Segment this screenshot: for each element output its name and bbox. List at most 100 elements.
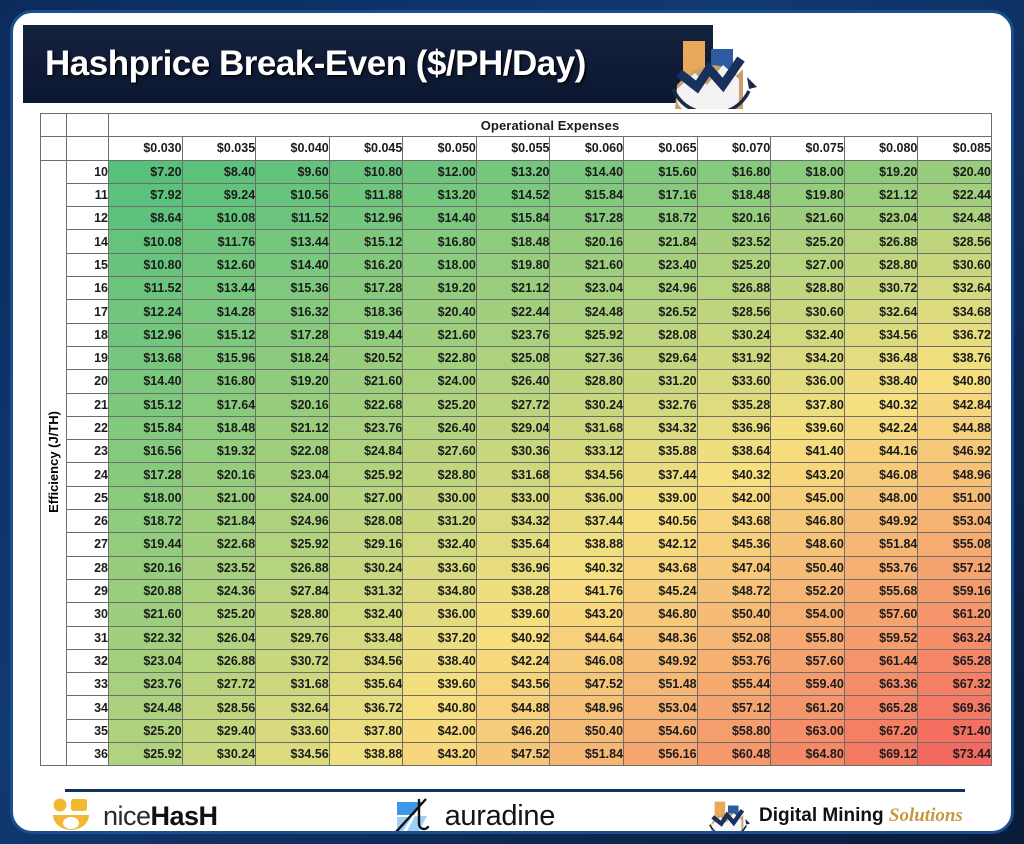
cell-r21-c$0.035: $17.64 [181,392,257,417]
row-header-efficiency-28: 28 [66,555,109,580]
cell-r28-c$0.035: $23.52 [181,555,257,580]
cell-r31-c$0.045: $33.48 [328,625,404,650]
cell-r22-c$0.070: $36.96 [696,415,772,441]
cell-r35-c$0.070: $58.80 [696,718,772,744]
row-header-efficiency-33: 33 [66,672,109,697]
cell-r31-c$0.070: $52.08 [696,625,772,650]
table-row: Efficiency (J/TH) 10 $7.20 $8.40 $9.60 $10.80… [40,159,992,767]
table-row: 20 $14.40 $16.80 $19.20 $21.60 $24.00 $26.40 $2… [41,369,992,394]
column-header-opex-3: $0.045 [328,136,404,161]
cell-r22-c$0.050: $26.40 [402,415,477,441]
cell-r31-c$0.060: $44.64 [549,625,625,650]
cell-r36-c$0.085: $73.44 [917,742,992,767]
cell-r22-c$0.065: $34.32 [623,415,698,441]
table-row: 24 $17.28 $20.16 $23.04 $25.92 $28.80 $31.68 $3… [41,462,992,487]
cell-r30-c$0.075: $54.00 [770,602,845,627]
cell-r16-c$0.080: $30.72 [843,276,919,301]
cell-r12-c$0.075: $21.60 [770,206,845,231]
nicehash-wordmark: niceHasH [103,801,218,832]
cell-r31-c$0.065: $48.36 [623,625,698,650]
cell-r33-c$0.055: $43.56 [475,672,551,697]
cell-r33-c$0.030: $23.76 [108,672,183,697]
cell-r23-c$0.030: $16.56 [108,439,183,464]
cell-r16-c$0.045: $17.28 [328,276,404,301]
cell-r31-c$0.075: $55.80 [770,625,845,650]
cell-r12-c$0.065: $18.72 [623,206,698,231]
cell-r29-c$0.040: $27.84 [255,578,330,604]
cell-r16-c$0.030: $11.52 [108,276,183,301]
cell-r29-c$0.045: $31.32 [328,578,404,604]
cell-r28-c$0.080: $53.76 [843,555,919,580]
cell-r35-c$0.065: $54.60 [623,718,698,744]
cell-r32-c$0.075: $57.60 [770,648,845,674]
table-row: 27 $19.44 $22.68 $25.92 $29.16 $32.40 $35.64 $3… [41,532,992,557]
cell-r32-c$0.040: $30.72 [255,648,330,674]
cell-r34-c$0.070: $57.12 [696,695,772,720]
table-row: 19 $13.68 $15.96 $18.24 $20.52 $22.80 $25.08 $2… [41,345,992,371]
row-header-efficiency-24: 24 [66,462,109,487]
cell-r35-c$0.045: $37.80 [328,718,404,744]
cell-r19-c$0.065: $29.64 [623,345,698,371]
table-row: 32 $23.04 $26.88 $30.72 $34.56 $38.40 $42.24 $4… [41,648,992,674]
cell-r33-c$0.075: $59.40 [770,672,845,697]
table-row: 21 $15.12 $17.64 $20.16 $22.68 $25.20 $27.72 $3… [41,392,992,417]
table-row: 22 $15.84 $18.48 $21.12 $23.76 $26.40 $29.04 $3… [41,415,992,441]
cell-r21-c$0.080: $40.32 [843,392,919,417]
cell-r35-c$0.050: $42.00 [402,718,477,744]
row-header-efficiency-14: 14 [66,229,109,254]
cell-r21-c$0.075: $37.80 [770,392,845,417]
cell-r17-c$0.050: $20.40 [402,299,477,324]
cell-r21-c$0.085: $42.84 [917,392,992,417]
cell-r32-c$0.050: $38.40 [402,648,477,674]
cell-r10-c$0.075: $18.00 [770,159,845,184]
cell-r12-c$0.060: $17.28 [549,206,625,231]
cell-r10-c$0.050: $12.00 [402,159,477,184]
cell-r26-c$0.065: $40.56 [623,509,698,534]
cell-r36-c$0.055: $47.52 [475,742,551,767]
cell-r14-c$0.080: $26.88 [843,229,919,254]
cell-r22-c$0.075: $39.60 [770,415,845,441]
cell-r15-c$0.080: $28.80 [843,252,919,278]
cell-r20-c$0.085: $40.80 [917,369,992,394]
cell-r36-c$0.070: $60.48 [696,742,772,767]
cell-r10-c$0.070: $16.80 [696,159,772,184]
cell-r26-c$0.040: $24.96 [255,509,330,534]
cell-r17-c$0.065: $26.52 [623,299,698,324]
cell-r20-c$0.080: $38.40 [843,369,919,394]
cell-r32-c$0.070: $53.76 [696,648,772,674]
column-header-opex-1: $0.035 [181,136,257,161]
cell-r17-c$0.070: $28.56 [696,299,772,324]
cell-r15-c$0.075: $27.00 [770,252,845,278]
cell-r25-c$0.075: $45.00 [770,485,845,511]
column-header-opex-10: $0.080 [843,136,919,161]
cell-r27-c$0.065: $42.12 [623,532,698,557]
cell-r15-c$0.045: $16.20 [328,252,404,278]
cell-r31-c$0.085: $63.24 [917,625,992,650]
cell-r25-c$0.045: $27.00 [328,485,404,511]
auradine-mark-icon [394,798,429,831]
row-header-efficiency-36: 36 [66,742,109,767]
cell-r36-c$0.035: $30.24 [181,742,257,767]
row-header-efficiency-26: 26 [66,509,109,534]
table-row: 34 $24.48 $28.56 $32.64 $36.72 $40.80 $44.88 $4… [41,695,992,720]
auradine-logo: auradine [393,796,555,831]
cell-r14-c$0.060: $20.16 [549,229,625,254]
cell-r26-c$0.030: $18.72 [108,509,183,534]
cell-r20-c$0.060: $28.80 [549,369,625,394]
cell-r22-c$0.045: $23.76 [328,415,404,441]
cell-r24-c$0.030: $17.28 [108,462,183,487]
cell-r20-c$0.075: $36.00 [770,369,845,394]
cell-r31-c$0.030: $22.32 [108,625,183,650]
cell-r23-c$0.050: $27.60 [402,439,477,464]
row-header-efficiency-29: 29 [66,578,109,604]
cell-r27-c$0.070: $45.36 [696,532,772,557]
cell-r12-c$0.080: $23.04 [843,206,919,231]
table-row: 29 $20.88 $24.36 $27.84 $31.32 $34.80 $38.28 $4… [41,578,992,604]
cell-r28-c$0.050: $33.60 [402,555,477,580]
cell-r18-c$0.070: $30.24 [696,322,772,347]
corner-cell-d [66,136,109,161]
cell-r28-c$0.030: $20.16 [108,555,183,580]
cell-r19-c$0.050: $22.80 [402,345,477,371]
cell-r20-c$0.035: $16.80 [181,369,257,394]
